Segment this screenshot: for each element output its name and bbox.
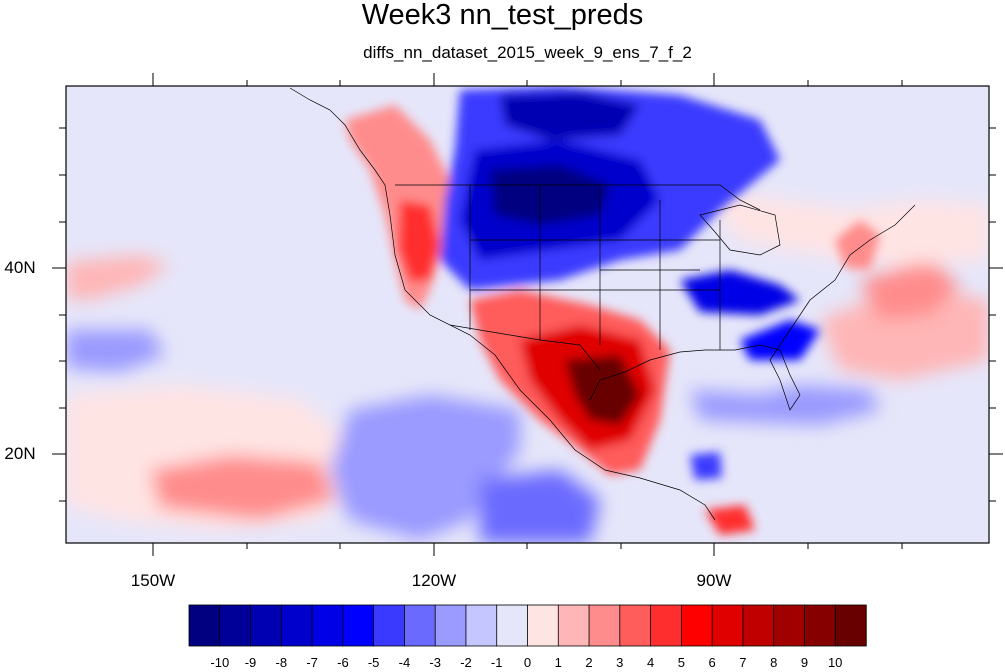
colorbar-swatch — [557, 604, 590, 647]
core-anomaly-regions — [345, 86, 880, 535]
mexico-red-core — [565, 355, 640, 425]
south-blue — [480, 470, 600, 543]
colorbar-label: -1 — [490, 655, 503, 670]
lat-label-40n: 40N — [4, 258, 36, 277]
atlantic-red — [860, 260, 960, 320]
colorbar-label: -5 — [367, 655, 380, 670]
colorbar-label: 5 — [677, 655, 685, 670]
colorbar-label: -10 — [210, 655, 230, 670]
colorbar-swatch — [342, 604, 375, 647]
lat-label-20n: 20N — [4, 444, 36, 463]
canada-blue — [500, 92, 640, 140]
northern-blue-deep — [490, 165, 610, 225]
colorbar-label: 1 — [554, 655, 562, 670]
colorbar-swatch — [619, 604, 652, 647]
colorbar-label: -4 — [398, 655, 411, 670]
atlantic-pink — [820, 290, 989, 380]
broad-anomaly-regions — [66, 86, 989, 543]
great-lakes — [699, 204, 781, 256]
state-borders — [469, 185, 721, 350]
colorbar-swatch — [465, 604, 498, 647]
colorbar-label: -8 — [275, 655, 288, 670]
gulf-blue — [690, 385, 880, 425]
anomaly-field — [66, 86, 989, 543]
mid-atlantic-red — [835, 220, 880, 270]
colorbar-swatch — [219, 604, 252, 647]
colorbar-label: 10 — [827, 655, 843, 670]
ohio-valley-blue — [680, 270, 800, 315]
us-canada-border — [395, 184, 761, 211]
colorbar-label: 4 — [646, 655, 655, 670]
northeast-pink — [700, 190, 989, 265]
colorbar-swatch — [680, 604, 713, 647]
lon-label-120w: 120W — [411, 571, 457, 590]
lon-label-150w: 150W — [130, 571, 176, 590]
colorbar-label: -2 — [460, 655, 472, 670]
southeast-blue — [740, 320, 820, 360]
east-pacific-blue — [330, 395, 520, 540]
plot-title: Week3 nn_test_preds — [361, 0, 644, 31]
coastlines-and-borders — [289, 87, 916, 521]
colorbar-swatch — [773, 604, 806, 647]
central-america-red — [705, 505, 755, 535]
colorbar-swatch — [650, 604, 683, 647]
colorbar-label: -6 — [337, 655, 349, 670]
colorbar-label: 8 — [770, 655, 778, 670]
caribbean-blue — [690, 452, 722, 480]
colorbar-label: -9 — [244, 655, 257, 670]
colorbar-swatch — [280, 604, 313, 647]
colorbar-swatch — [527, 604, 559, 647]
california-red — [398, 200, 440, 282]
colorbar-swatch — [834, 604, 867, 647]
colorbar-label: 0 — [523, 655, 532, 670]
colorbar-label: 2 — [585, 655, 593, 670]
axis-ticks — [52, 73, 1003, 556]
colorbar-swatch — [742, 604, 775, 647]
colorbar-label: -3 — [429, 655, 441, 670]
colorbar-swatch — [804, 604, 836, 647]
colorbar-label: 6 — [708, 655, 716, 670]
colorbar-label: 9 — [800, 655, 809, 670]
pacific-red-band — [66, 255, 170, 300]
pacific-blue-band — [66, 330, 165, 372]
colorbar-label: 7 — [739, 655, 747, 670]
colorbar-label: 3 — [616, 655, 624, 670]
colorbar-swatch — [711, 604, 744, 647]
plot-subtitle: diffs_nn_dataset_2015_week_9_ens_7_f_2 — [363, 43, 692, 62]
subtropical-red-core — [150, 455, 335, 520]
colorbar-swatch — [250, 604, 283, 647]
lon-label-90w: 90W — [696, 571, 732, 590]
north-pacific-pale — [66, 86, 340, 210]
colorbar-swatch — [496, 604, 529, 647]
colorbar-label: -7 — [306, 655, 318, 670]
colorbar-swatch — [404, 604, 436, 647]
colorbar-swatch — [373, 604, 406, 647]
colorbar-swatch — [434, 604, 467, 647]
colorbar-swatch — [588, 604, 621, 647]
gulf-atlantic-coastline — [589, 204, 916, 411]
colorbar — [188, 604, 867, 647]
pacific-coastline — [289, 87, 716, 521]
colorbar-swatch — [311, 604, 344, 647]
colorbar-swatch — [188, 604, 221, 647]
